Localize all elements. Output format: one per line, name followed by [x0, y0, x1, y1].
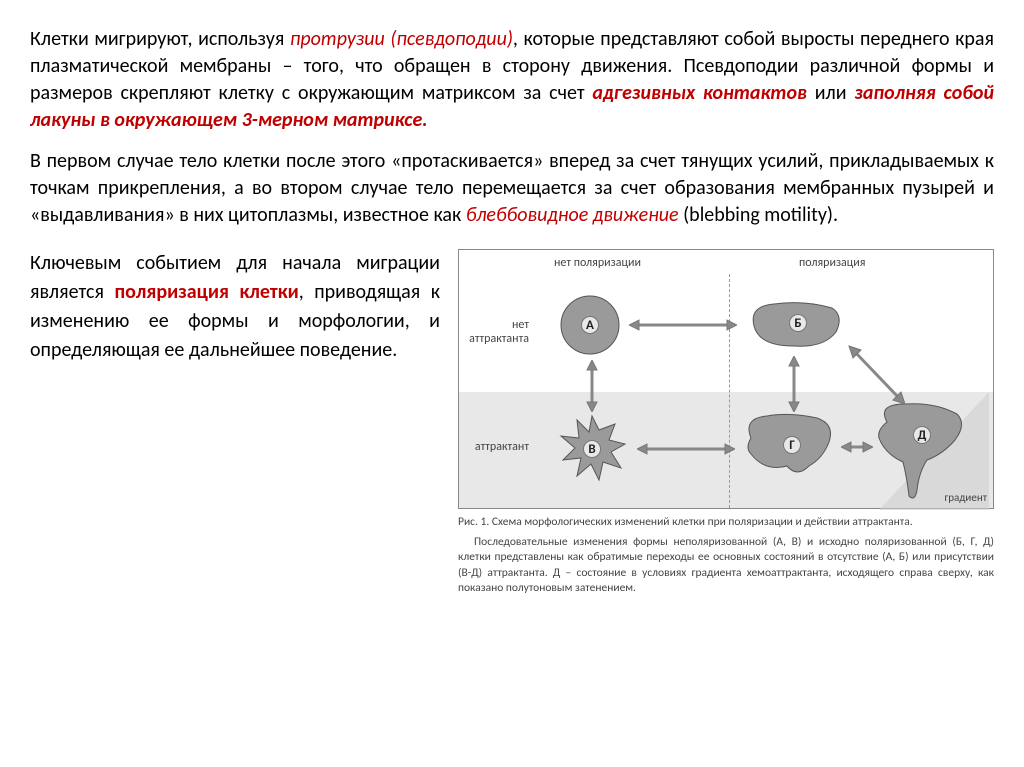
arrow-a-v: [583, 360, 601, 412]
vertical-divider: [729, 274, 730, 508]
cell-label-a: А: [581, 316, 599, 334]
arrow-b-g: [785, 356, 803, 412]
cell-label-b: Б: [789, 314, 807, 332]
gradient-label: градиент: [944, 491, 987, 504]
arrow-b-d: [847, 344, 907, 406]
caption-body: Последовательные изменения формы неполяр…: [458, 535, 994, 597]
row-label-no-attractant: нет аттрактанта: [461, 318, 529, 347]
p1-text-5: или: [807, 81, 854, 105]
row-label-attractant: аттрактант: [461, 440, 529, 454]
p2-text-3: (blebbing motility).: [679, 203, 838, 227]
arrow-a-b: [629, 316, 737, 334]
cell-d-shape: [869, 400, 969, 504]
arrow-g-d: [841, 438, 873, 456]
cell-label-d: Д: [913, 426, 931, 444]
col-header-no-polarization: нет поляризации: [554, 256, 641, 270]
paragraph-1: Клетки мигрируют, используя протрузии (п…: [30, 26, 994, 134]
cell-label-v: В: [583, 440, 601, 458]
figure-container: нет поляризации поляризация нет аттракта…: [458, 249, 994, 597]
cell-label-g: Г: [783, 436, 801, 454]
arrow-v-g: [637, 440, 735, 458]
p2-term-blebbing: блеббовидное движение: [466, 203, 679, 227]
p1-text-1: Клетки мигрируют, используя: [30, 27, 290, 51]
col-header-polarization: поляризация: [799, 256, 865, 270]
p3-term-polarization: поляризация клетки: [114, 280, 298, 304]
caption-title: Рис. 1. Схема морфологических изменений …: [458, 515, 994, 531]
p1-term-protrusions: протрузии (псевдоподии): [290, 27, 513, 51]
paragraph-2: В первом случае тело клетки после этого …: [30, 148, 994, 229]
bottom-row: Ключевым событием для начала миграции яв…: [30, 249, 994, 597]
figure-caption: Рис. 1. Схема морфологических изменений …: [458, 515, 994, 597]
diagram: нет поляризации поляризация нет аттракта…: [458, 249, 994, 509]
paragraph-3: Ключевым событием для начала миграции яв…: [30, 249, 440, 365]
p1-term-adhesive: адгезивных контактов: [592, 81, 806, 105]
